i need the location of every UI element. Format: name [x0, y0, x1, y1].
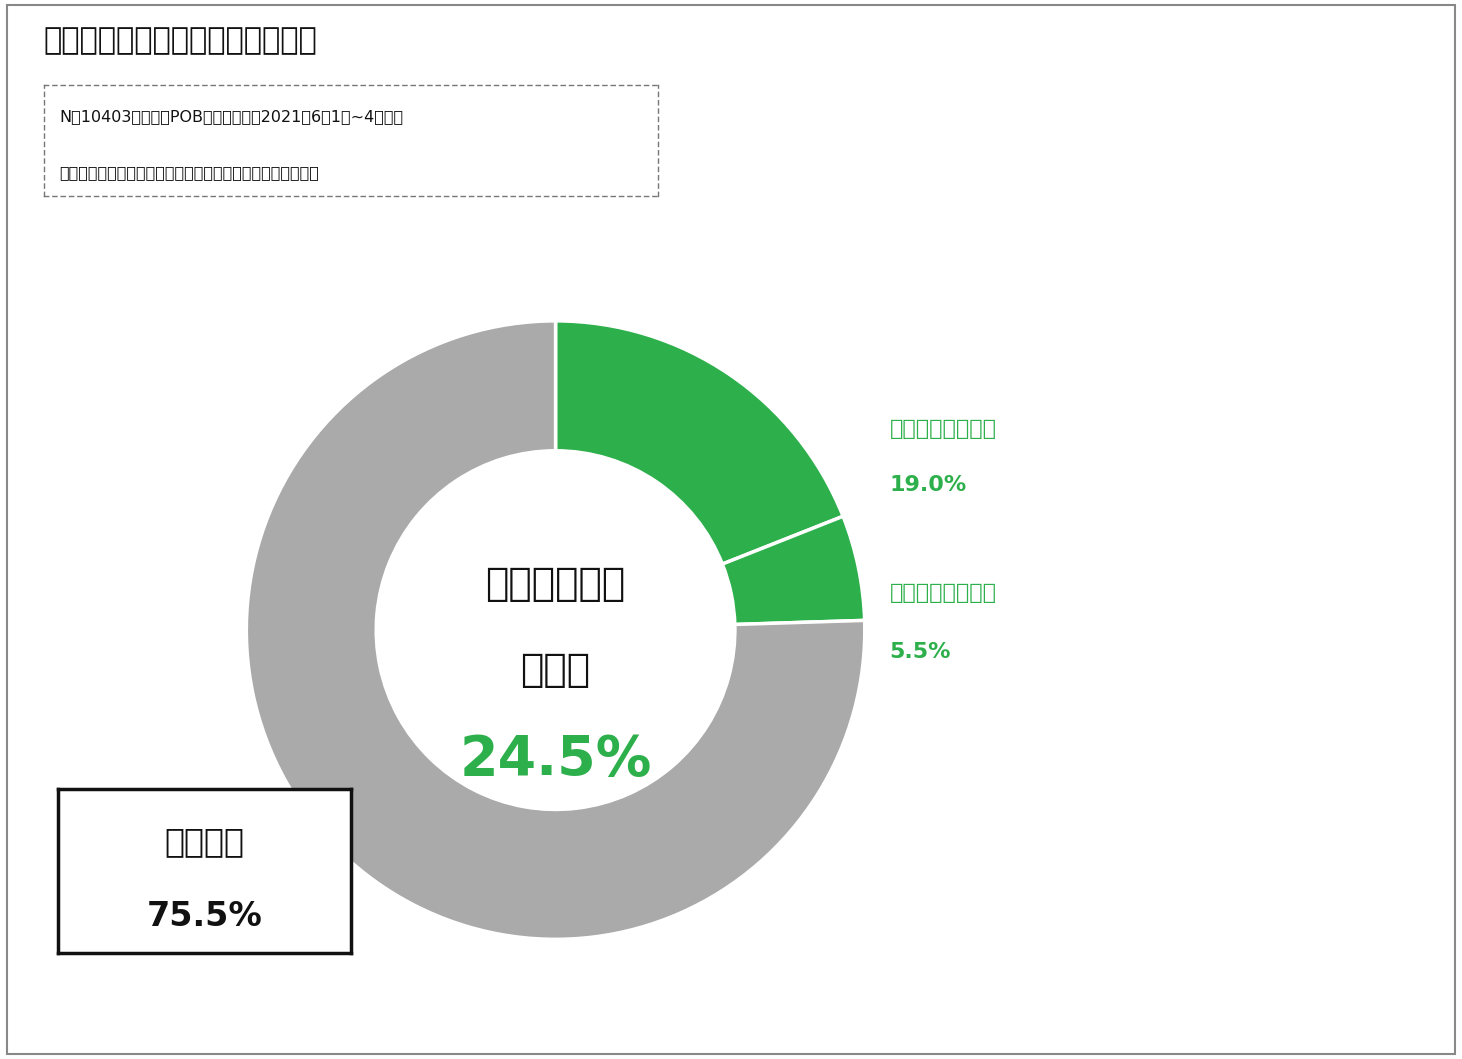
Text: 図表１）　エシカル消費の認知度: 図表１） エシカル消費の認知度: [44, 26, 317, 55]
Text: インターネットリサーチ　ソフトブレーン・フィールド調べ: インターネットリサーチ ソフトブレーン・フィールド調べ: [58, 165, 319, 180]
Text: N＝10403人、全国POB会員男女　　2021年6月1日~4日実施: N＝10403人、全国POB会員男女 2021年6月1日~4日実施: [58, 109, 404, 124]
Text: 認知度: 認知度: [520, 651, 591, 689]
Wedge shape: [556, 321, 844, 564]
Text: 75.5%: 75.5%: [146, 900, 263, 933]
Text: 聞いたことがある: 聞いたことがある: [889, 419, 997, 439]
Text: 19.0%: 19.0%: [889, 474, 966, 495]
Text: 24.5%: 24.5%: [459, 733, 652, 787]
Text: 意味を知っている: 意味を知っている: [889, 584, 997, 603]
Wedge shape: [722, 517, 864, 625]
Text: 知らない: 知らない: [165, 825, 244, 858]
Wedge shape: [246, 321, 866, 939]
Text: 5.5%: 5.5%: [889, 642, 950, 662]
Text: エシカル消費: エシカル消費: [485, 564, 626, 603]
